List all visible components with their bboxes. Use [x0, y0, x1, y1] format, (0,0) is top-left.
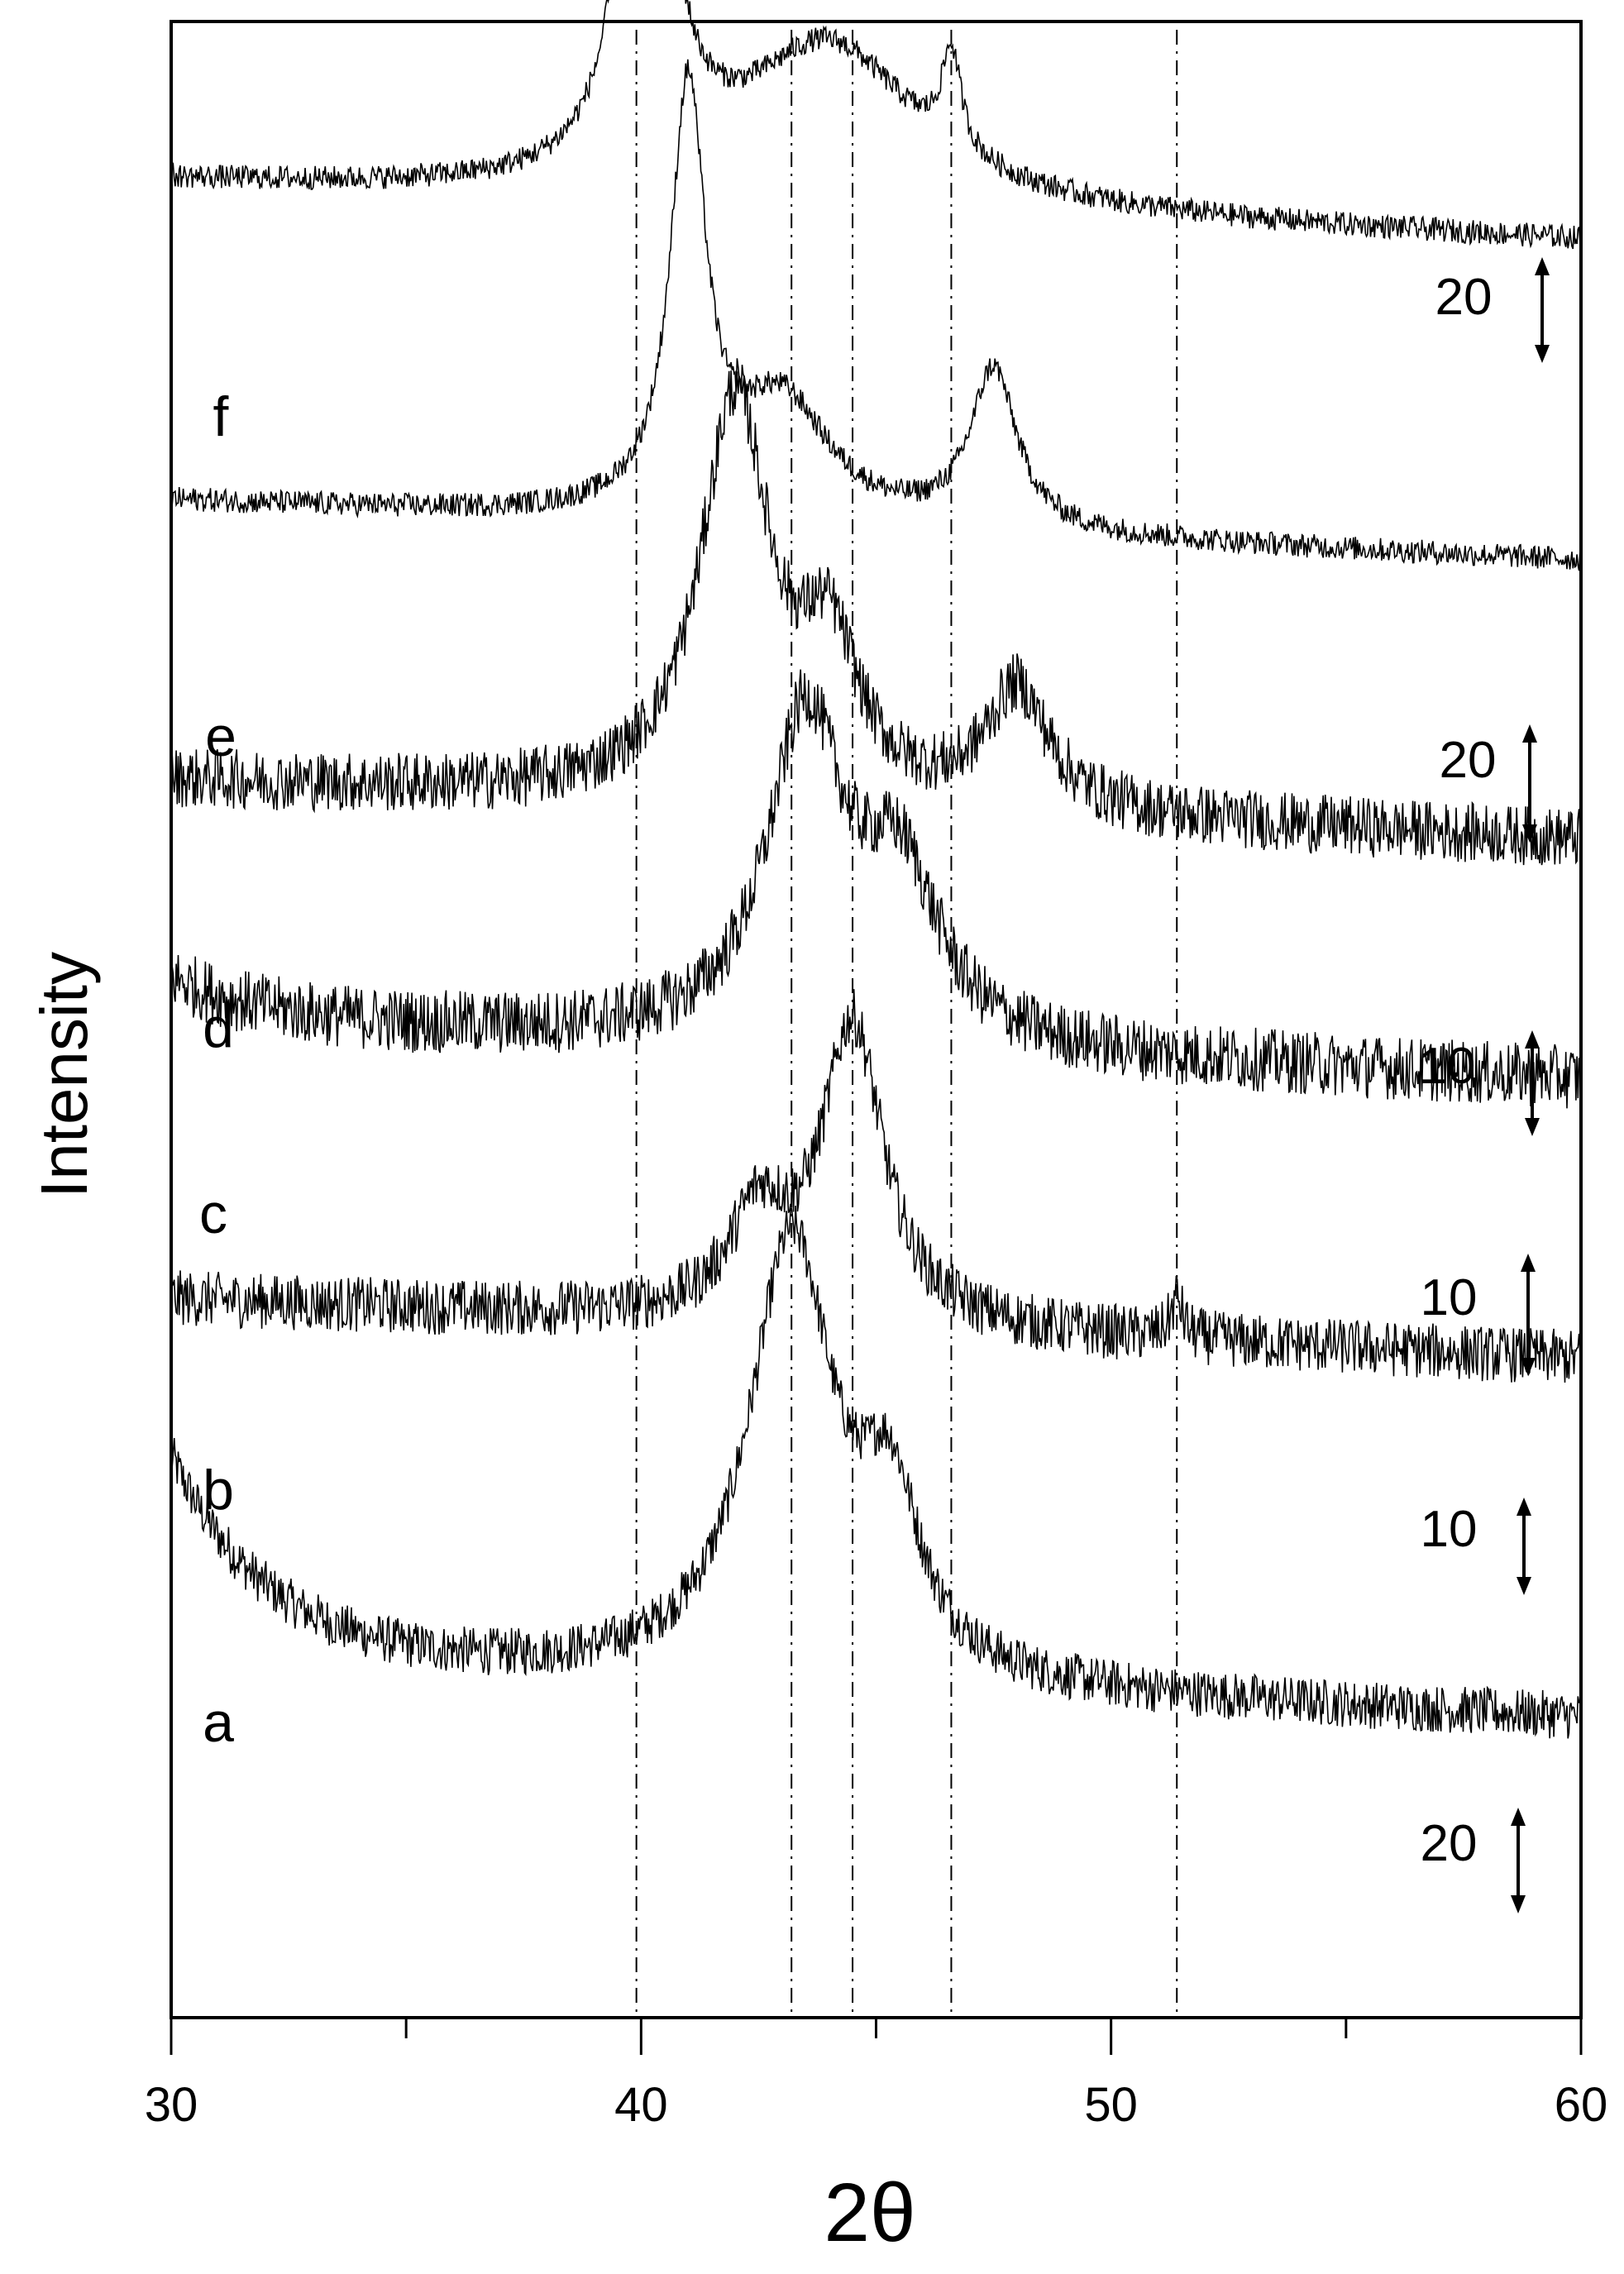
arrow-up-icon	[1522, 724, 1537, 743]
curve-b	[170, 989, 1582, 1383]
x-axis-title: 2θ	[824, 2167, 915, 2259]
curve-labels: a b c d e f	[199, 385, 236, 1754]
arrow-down-icon	[1517, 1577, 1531, 1595]
arrow-up-icon	[1535, 257, 1550, 275]
arrow-down-icon	[1535, 345, 1550, 363]
x-tick-label: 50	[1084, 2078, 1138, 2132]
scale-bar-label-a: 20	[1421, 1815, 1478, 1872]
scale-bar-label-b: 10	[1421, 1501, 1478, 1558]
arrow-up-icon	[1511, 1808, 1526, 1826]
curve-f	[170, 0, 1582, 250]
x-tick-label: 60	[1555, 2078, 1608, 2132]
curve-label-d: d	[203, 996, 234, 1059]
curve-label-b: b	[203, 1459, 234, 1522]
arrow-down-icon	[1521, 1358, 1536, 1376]
scale-bar-label-c: 10	[1421, 1269, 1478, 1326]
curve-label-c: c	[199, 1182, 227, 1245]
arrow-up-icon	[1521, 1254, 1536, 1272]
x-tick-label: 30	[145, 2078, 198, 2132]
scale-bar-label-e: 20	[1440, 732, 1497, 789]
arrow-down-icon	[1522, 824, 1537, 843]
scale-bar-label-f: 20	[1435, 269, 1493, 326]
arrow-down-icon	[1511, 1895, 1526, 1913]
curve-d	[170, 358, 1582, 866]
curve-label-a: a	[203, 1691, 234, 1754]
arrow-up-icon	[1517, 1498, 1531, 1516]
curve-a	[170, 1205, 1582, 1739]
arrow-up-icon	[1525, 1030, 1540, 1049]
x-ticks: 30 40 50 60	[145, 2018, 1608, 2132]
curve-c	[170, 669, 1582, 1109]
scale-bars: 20 10 10 10 20 20	[1419, 257, 1550, 1913]
x-tick-label: 40	[614, 2078, 668, 2132]
curve-label-e: e	[205, 705, 236, 768]
plot-frame	[170, 20, 1583, 2019]
arrow-down-icon	[1525, 1118, 1540, 1136]
y-axis-title: Intensity	[27, 952, 101, 1198]
curves	[170, 0, 1582, 1739]
curve-e	[170, 59, 1582, 571]
curve-label-f: f	[213, 385, 229, 448]
scale-bar-label-d: 10	[1419, 1038, 1476, 1095]
